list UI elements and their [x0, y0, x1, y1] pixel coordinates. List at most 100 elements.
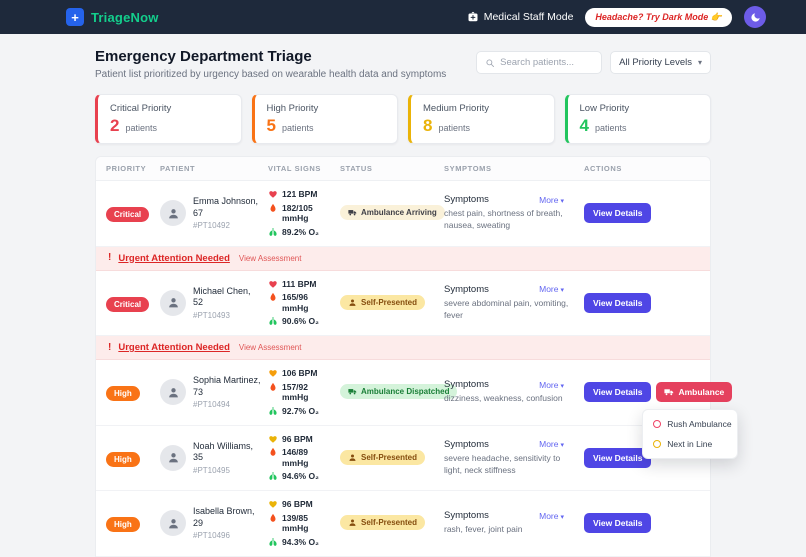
ambulance-icon: [664, 387, 674, 397]
person-icon: [167, 386, 180, 399]
table-row: Critical Emma Johnson, 67 #PT10492 121 B…: [96, 181, 710, 247]
col-patient: PATIENT: [160, 164, 196, 173]
card-unit: patients: [594, 123, 627, 133]
blood-pressure-value: 139/85 mmHg: [282, 512, 309, 534]
table-header: PRIORITY PATIENT VITAL SIGNS STATUS SYMP…: [96, 157, 710, 181]
avatar: [160, 289, 186, 316]
priority-badge: Critical: [106, 207, 150, 223]
priority-badge: High: [106, 517, 140, 533]
avatar: [160, 510, 186, 537]
app-logo[interactable]: TriageNow: [66, 8, 159, 26]
card-high-priority: High Priority 5 patients: [251, 94, 398, 144]
medical-staff-mode[interactable]: Medical Staff Mode: [467, 11, 573, 23]
avatar: [160, 379, 186, 406]
exclamation-icon: [108, 253, 111, 263]
patient-name: Michael Chen, 52: [193, 285, 251, 308]
view-assessment-link[interactable]: View Assessment: [238, 253, 302, 263]
symptoms-label: Symptoms: [444, 510, 489, 522]
lungs-icon: [268, 406, 278, 416]
blood-pressure-value: 157/92 mmHg: [282, 381, 309, 403]
oxygen-value: 94.6% O₂: [282, 471, 319, 482]
more-link[interactable]: More: [539, 511, 564, 521]
card-count: 5: [266, 116, 276, 135]
lungs-icon: [268, 471, 278, 481]
patient-name: Isabella Brown, 29: [193, 506, 255, 528]
blood-pressure-value: 146/89 mmHg: [282, 447, 309, 468]
blood-drop-icon: [268, 513, 278, 523]
view-details-button[interactable]: View Details: [584, 382, 652, 403]
chevron-down-icon: [698, 57, 702, 68]
card-count: 2: [110, 116, 120, 135]
menu-item-next-in-line[interactable]: Next in Line: [647, 434, 733, 454]
urgent-attention-link[interactable]: Urgent Attention Needed: [118, 252, 230, 264]
main-content: Emergency Department Triage Patient list…: [95, 48, 739, 557]
blood-pressure-value: 165/96 mmHg: [282, 292, 309, 313]
view-details-button[interactable]: View Details: [584, 447, 652, 468]
lungs-icon: [268, 316, 278, 326]
table-row: High Sophia Martinez, 73 #PT10494 106 BP…: [96, 360, 739, 460]
patient-name: Sophia Martinez, 73: [193, 375, 261, 397]
chevron-down-icon: [560, 284, 564, 294]
oxygen-value: 94.3% O₂: [282, 536, 319, 547]
priority-badge: High: [106, 451, 140, 467]
heart-rate-value: 96 BPM: [282, 433, 313, 444]
priority-badge: Critical: [106, 296, 150, 312]
more-link[interactable]: More: [539, 284, 564, 294]
view-details-button[interactable]: View Details: [584, 292, 652, 313]
navbar-actions: Medical Staff Mode Headache? Try Dark Mo…: [467, 6, 766, 28]
ambulance-button[interactable]: Ambulance: [656, 382, 733, 403]
search-input[interactable]: [500, 57, 594, 68]
col-vital-signs: VITAL SIGNS: [268, 164, 321, 173]
chevron-down-icon: [560, 380, 564, 390]
patient-id: #PT10493: [193, 310, 230, 320]
more-link[interactable]: More: [539, 195, 564, 205]
heart-icon: [268, 434, 278, 444]
symptoms-text: severe headache, sensitivity to light, n…: [444, 452, 561, 475]
blood-drop-icon: [268, 447, 278, 457]
chevron-down-icon: [560, 511, 564, 521]
symptoms-label: Symptoms: [444, 283, 489, 295]
status-badge: Self-Presented: [340, 294, 426, 310]
card-count: 4: [579, 116, 589, 135]
ambulance-icon: [348, 208, 357, 217]
heart-rate-value: 96 BPM: [282, 499, 313, 509]
col-actions: ACTIONS: [584, 164, 622, 173]
summary-cards: Critical Priority 2 patients High Priori…: [95, 94, 711, 144]
patient-name: Noah Williams, 35: [193, 440, 254, 463]
view-assessment-link[interactable]: View Assessment: [238, 343, 302, 352]
more-link[interactable]: More: [539, 439, 564, 449]
priority-filter-select[interactable]: All Priority Levels: [610, 51, 711, 74]
dark-mode-promo-button[interactable]: Headache? Try Dark Mode 👉: [585, 7, 732, 27]
more-link[interactable]: More: [539, 380, 564, 390]
rush-ambulance-icon: [653, 420, 662, 429]
oxygen-value: 89.2% O₂: [282, 226, 319, 237]
person-icon: [348, 298, 357, 307]
menu-item-rush-ambulance[interactable]: Rush Ambulance: [647, 414, 733, 434]
person-icon: [167, 451, 180, 464]
heart-rate-value: 121 BPM: [282, 189, 318, 199]
search-box: [476, 51, 603, 74]
table-row: Critical Michael Chen, 52 #PT10493 111 B…: [96, 271, 710, 336]
symptoms-label: Symptoms: [444, 438, 489, 450]
view-details-button[interactable]: View Details: [584, 203, 652, 224]
patient-id: #PT10492: [193, 221, 230, 231]
blood-drop-icon: [268, 382, 278, 392]
patient-id: #PT10494: [193, 400, 230, 410]
navbar: TriageNow Medical Staff Mode Headache? T…: [0, 0, 806, 34]
priority-badge: High: [106, 386, 140, 402]
urgent-attention-banner: Urgent Attention Needed View Assessment: [96, 246, 710, 271]
view-details-button[interactable]: View Details: [584, 513, 652, 534]
blood-drop-icon: [268, 203, 278, 213]
heart-rate-value: 111 BPM: [282, 278, 317, 289]
urgent-attention-link[interactable]: Urgent Attention Needed: [118, 342, 230, 353]
patient-name: Emma Johnson, 67: [193, 196, 259, 218]
chevron-down-icon: [560, 195, 564, 205]
priority-filter-value: All Priority Levels: [619, 57, 692, 68]
lungs-icon: [268, 227, 278, 237]
card-unit: patients: [438, 123, 470, 133]
card-unit: patients: [281, 123, 314, 133]
ambulance-icon: [348, 387, 357, 396]
dark-mode-toggle-button[interactable]: [744, 6, 766, 28]
symptoms-text: chest pain, shortness of breath, nausea,…: [444, 208, 563, 231]
symptoms-text: dizziness, weakness, confusion: [444, 393, 563, 404]
